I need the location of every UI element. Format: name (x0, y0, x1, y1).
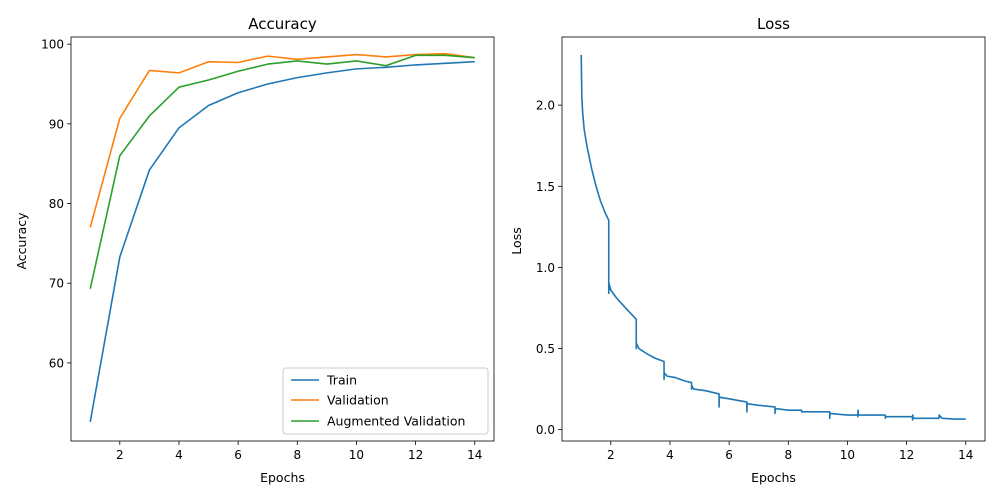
legend-label-train: Train (326, 373, 357, 388)
x-tick-label: 8 (293, 448, 301, 462)
x-tick-label: 12 (408, 448, 423, 462)
legend-label-augmented-validation: Augmented Validation (327, 414, 465, 429)
x-tick-label: 14 (958, 448, 973, 462)
x-tick-label: 10 (349, 448, 364, 462)
axes-frame (561, 36, 986, 442)
x-tick-label: 12 (899, 448, 914, 462)
x-tick-label: 4 (175, 448, 183, 462)
loss-x-label: Epochs (751, 470, 796, 485)
loss-y-label: Loss (509, 227, 524, 254)
y-tick-label: 70 (49, 277, 64, 291)
accuracy-panel: Accuracy Epochs Accuracy 2 4 6 8 10 12 14 60 70 8… (14, 15, 495, 485)
y-tick-label: 1.0 (536, 261, 555, 275)
x-tick-label: 4 (666, 448, 674, 462)
y-tick-label: 1.5 (536, 180, 555, 194)
accuracy-x-label: Epochs (260, 470, 305, 485)
x-tick-label: 2 (607, 448, 615, 462)
y-tick-label: 90 (49, 117, 64, 131)
accuracy-legend: Train Validation Augmented Validation (282, 367, 489, 435)
x-tick-label: 8 (784, 448, 792, 462)
loss-panel: Loss Epochs Loss 2 4 6 8 10 12 140.00.51.01.52… (509, 15, 986, 485)
y-tick-label: 0.5 (536, 342, 555, 356)
x-tick-label: 2 (116, 448, 124, 462)
x-tick-label: 14 (467, 448, 482, 462)
legend-box (282, 367, 489, 435)
x-tick-label: 10 (840, 448, 855, 462)
y-tick-label: 80 (49, 197, 64, 211)
y-tick-label: 2.0 (536, 99, 555, 113)
axes-frame (70, 36, 495, 442)
y-tick-label: 60 (49, 356, 64, 370)
accuracy-y-label: Accuracy (14, 212, 29, 270)
loss-title: Loss (757, 15, 790, 33)
series-line-validation (89, 52, 475, 228)
y-tick-label: 100 (41, 38, 64, 52)
accuracy-plot-area: 2 4 6 8 10 12 14 60 70 80 90 100 (41, 36, 495, 462)
x-tick-label: 6 (725, 448, 733, 462)
x-tick-label: 6 (234, 448, 242, 462)
series-line-augmented-validation (89, 54, 475, 289)
series-line-loss (580, 54, 966, 421)
accuracy-title: Accuracy (248, 15, 317, 33)
loss-plot-area: 2 4 6 8 10 12 14 0.0 0.5 1.0 1.5 2.0 (536, 36, 986, 462)
y-tick-label: 0.0 (536, 423, 555, 437)
series-line-train (89, 60, 475, 423)
legend-label-validation: Validation (327, 393, 389, 408)
